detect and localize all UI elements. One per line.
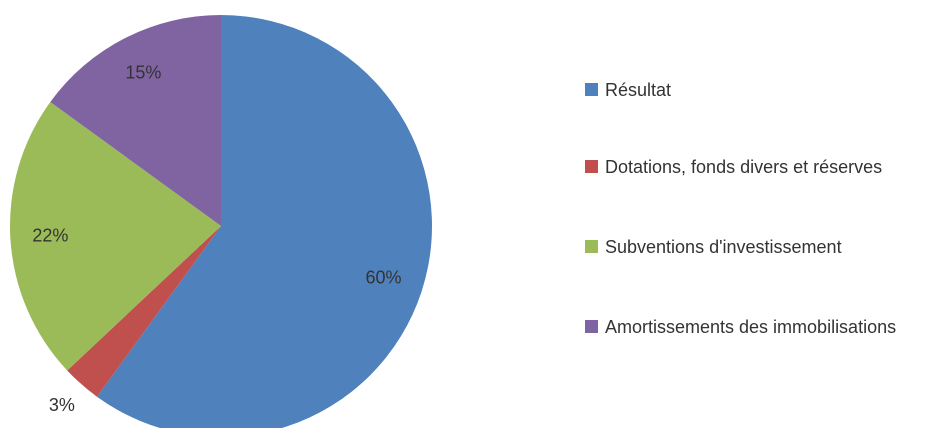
legend-label: Amortissements des immobilisations: [605, 317, 897, 337]
pie-slice: [9, 101, 222, 371]
data-label: 3%: [49, 395, 75, 415]
legend-swatch: [585, 240, 598, 253]
pie-slice: [50, 14, 222, 226]
data-label: 60%: [366, 268, 402, 288]
data-label: 22%: [32, 225, 68, 245]
legend-item: Subventions d'investissement: [585, 235, 927, 260]
legend-item: Amortissements des immobilisations: [585, 315, 927, 340]
legend-label: Résultat: [605, 80, 672, 100]
legend-item: Dotations, fonds divers et réserves: [585, 155, 927, 180]
legend-item: Résultat: [585, 78, 927, 103]
legend-label: Dotations, fonds divers et réserves: [605, 157, 883, 177]
data-label: 15%: [125, 62, 161, 82]
pie-slice: [67, 226, 221, 397]
legend-swatch: [585, 83, 598, 96]
legend-swatch: [585, 320, 598, 333]
legend-swatch: [585, 160, 598, 173]
pie-slice: [96, 15, 432, 428]
legend-label: Subventions d'investissement: [605, 237, 842, 257]
